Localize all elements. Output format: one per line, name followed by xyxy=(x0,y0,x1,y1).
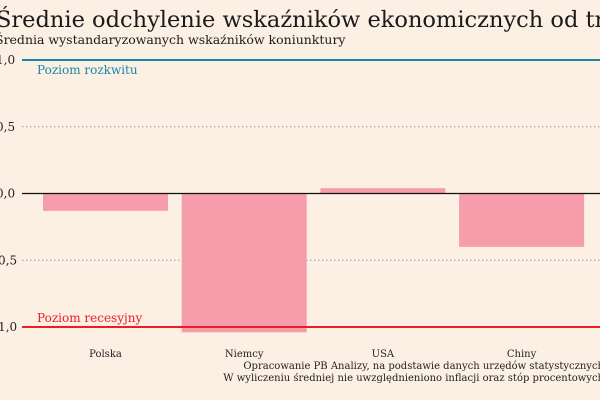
category-label: Polska xyxy=(89,349,122,360)
category-label: Niemcy xyxy=(225,349,264,360)
recession-level-label: Poziom recesyjny xyxy=(37,311,142,325)
bar-chiny xyxy=(459,193,585,247)
y-tick-label: 1,0 xyxy=(0,53,15,67)
y-tick-label: −1,0 xyxy=(0,320,17,334)
bar-polska xyxy=(43,193,168,211)
footnote-method: W wyliczeniu średniej nie uwzględnienion… xyxy=(223,373,600,384)
bar-niemcy xyxy=(181,193,307,333)
chart-subtitle: Średnia wystandaryzowanych wskaźników ko… xyxy=(0,31,346,47)
category-label: USA xyxy=(372,349,395,360)
chart-title: Średnie odchylenie wskaźników ekonomiczn… xyxy=(0,6,600,33)
y-tick-label: 0,0 xyxy=(0,187,15,201)
footnote-source: Opracowanie PB Analizy, na podstawie dan… xyxy=(243,361,600,372)
category-label: Chiny xyxy=(507,349,537,360)
y-tick-label: −0,5 xyxy=(0,253,17,267)
boom-level-label: Poziom rozkwitu xyxy=(37,63,138,77)
y-tick-label: 0,5 xyxy=(0,120,15,134)
bar-usa xyxy=(320,188,446,194)
